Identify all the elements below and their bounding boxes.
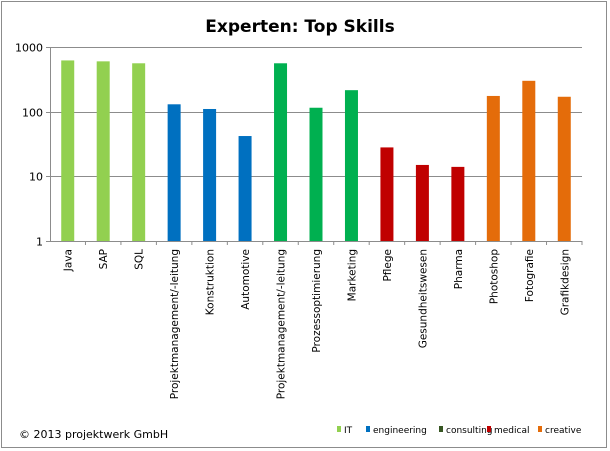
x-axis-labels: Java SAP SQL Projektmanagement/-leitung Kons… [63,241,583,399]
legend-marker [337,426,341,432]
y-tick-label: 100 [22,107,43,120]
bar [167,104,181,241]
bar [522,80,536,241]
x-tick-label: Photoshop [488,249,500,305]
x-tick-label: SQL [134,249,146,270]
y-axis-ticks: 1 10 100 1000 [15,42,50,249]
legend-label: creative [545,426,582,436]
x-tick-label: Konstruktion [205,249,217,315]
x-tick-label: Marketing [346,249,358,301]
chart-title: Experten: Top Skills [205,17,394,37]
bar [309,107,323,241]
x-tick-label: Grafikdesign [559,249,571,315]
x-tick-label: Pflege [382,249,394,282]
legend-label: engineering [373,426,427,436]
copyright-text: © 2013 projektwerk GmbH [19,428,168,441]
bar [380,147,394,241]
bar [203,108,217,242]
x-tick-label: Gesundheitswesen [417,249,429,348]
y-tick-label: 10 [29,171,43,184]
bar [61,60,75,241]
legend-marker [487,426,491,432]
legend-marker [538,426,542,432]
bar [132,63,146,241]
y-tick-label: 1 [36,236,43,249]
bar [274,63,288,241]
bar [344,90,358,241]
bar [415,164,429,241]
legend-label: IT [344,426,353,436]
x-tick-label: Projektmanagement/-leitung [169,249,181,399]
legend-label: medical [494,426,529,436]
x-tick-label: Fotografie [524,249,536,302]
legend-marker [366,426,370,432]
bar [557,96,571,241]
x-tick-label: Automotive [240,249,252,310]
bar [238,136,252,241]
legend-label: consulting [446,426,493,436]
x-tick-label: Projektmanagement/-leitung [276,249,288,399]
y-tick-label: 1000 [15,42,43,55]
legend: IT engineering consulting medical creative [337,426,582,436]
x-tick-label: Prozessoptimierung [311,249,323,353]
x-tick-label: SAP [98,249,110,269]
bar [96,61,110,241]
bars [61,60,571,242]
legend-marker [439,426,443,432]
x-tick-label: Pharma [453,249,465,289]
x-tick-label: Java [63,249,75,272]
bar [486,95,500,242]
bar [451,166,465,241]
